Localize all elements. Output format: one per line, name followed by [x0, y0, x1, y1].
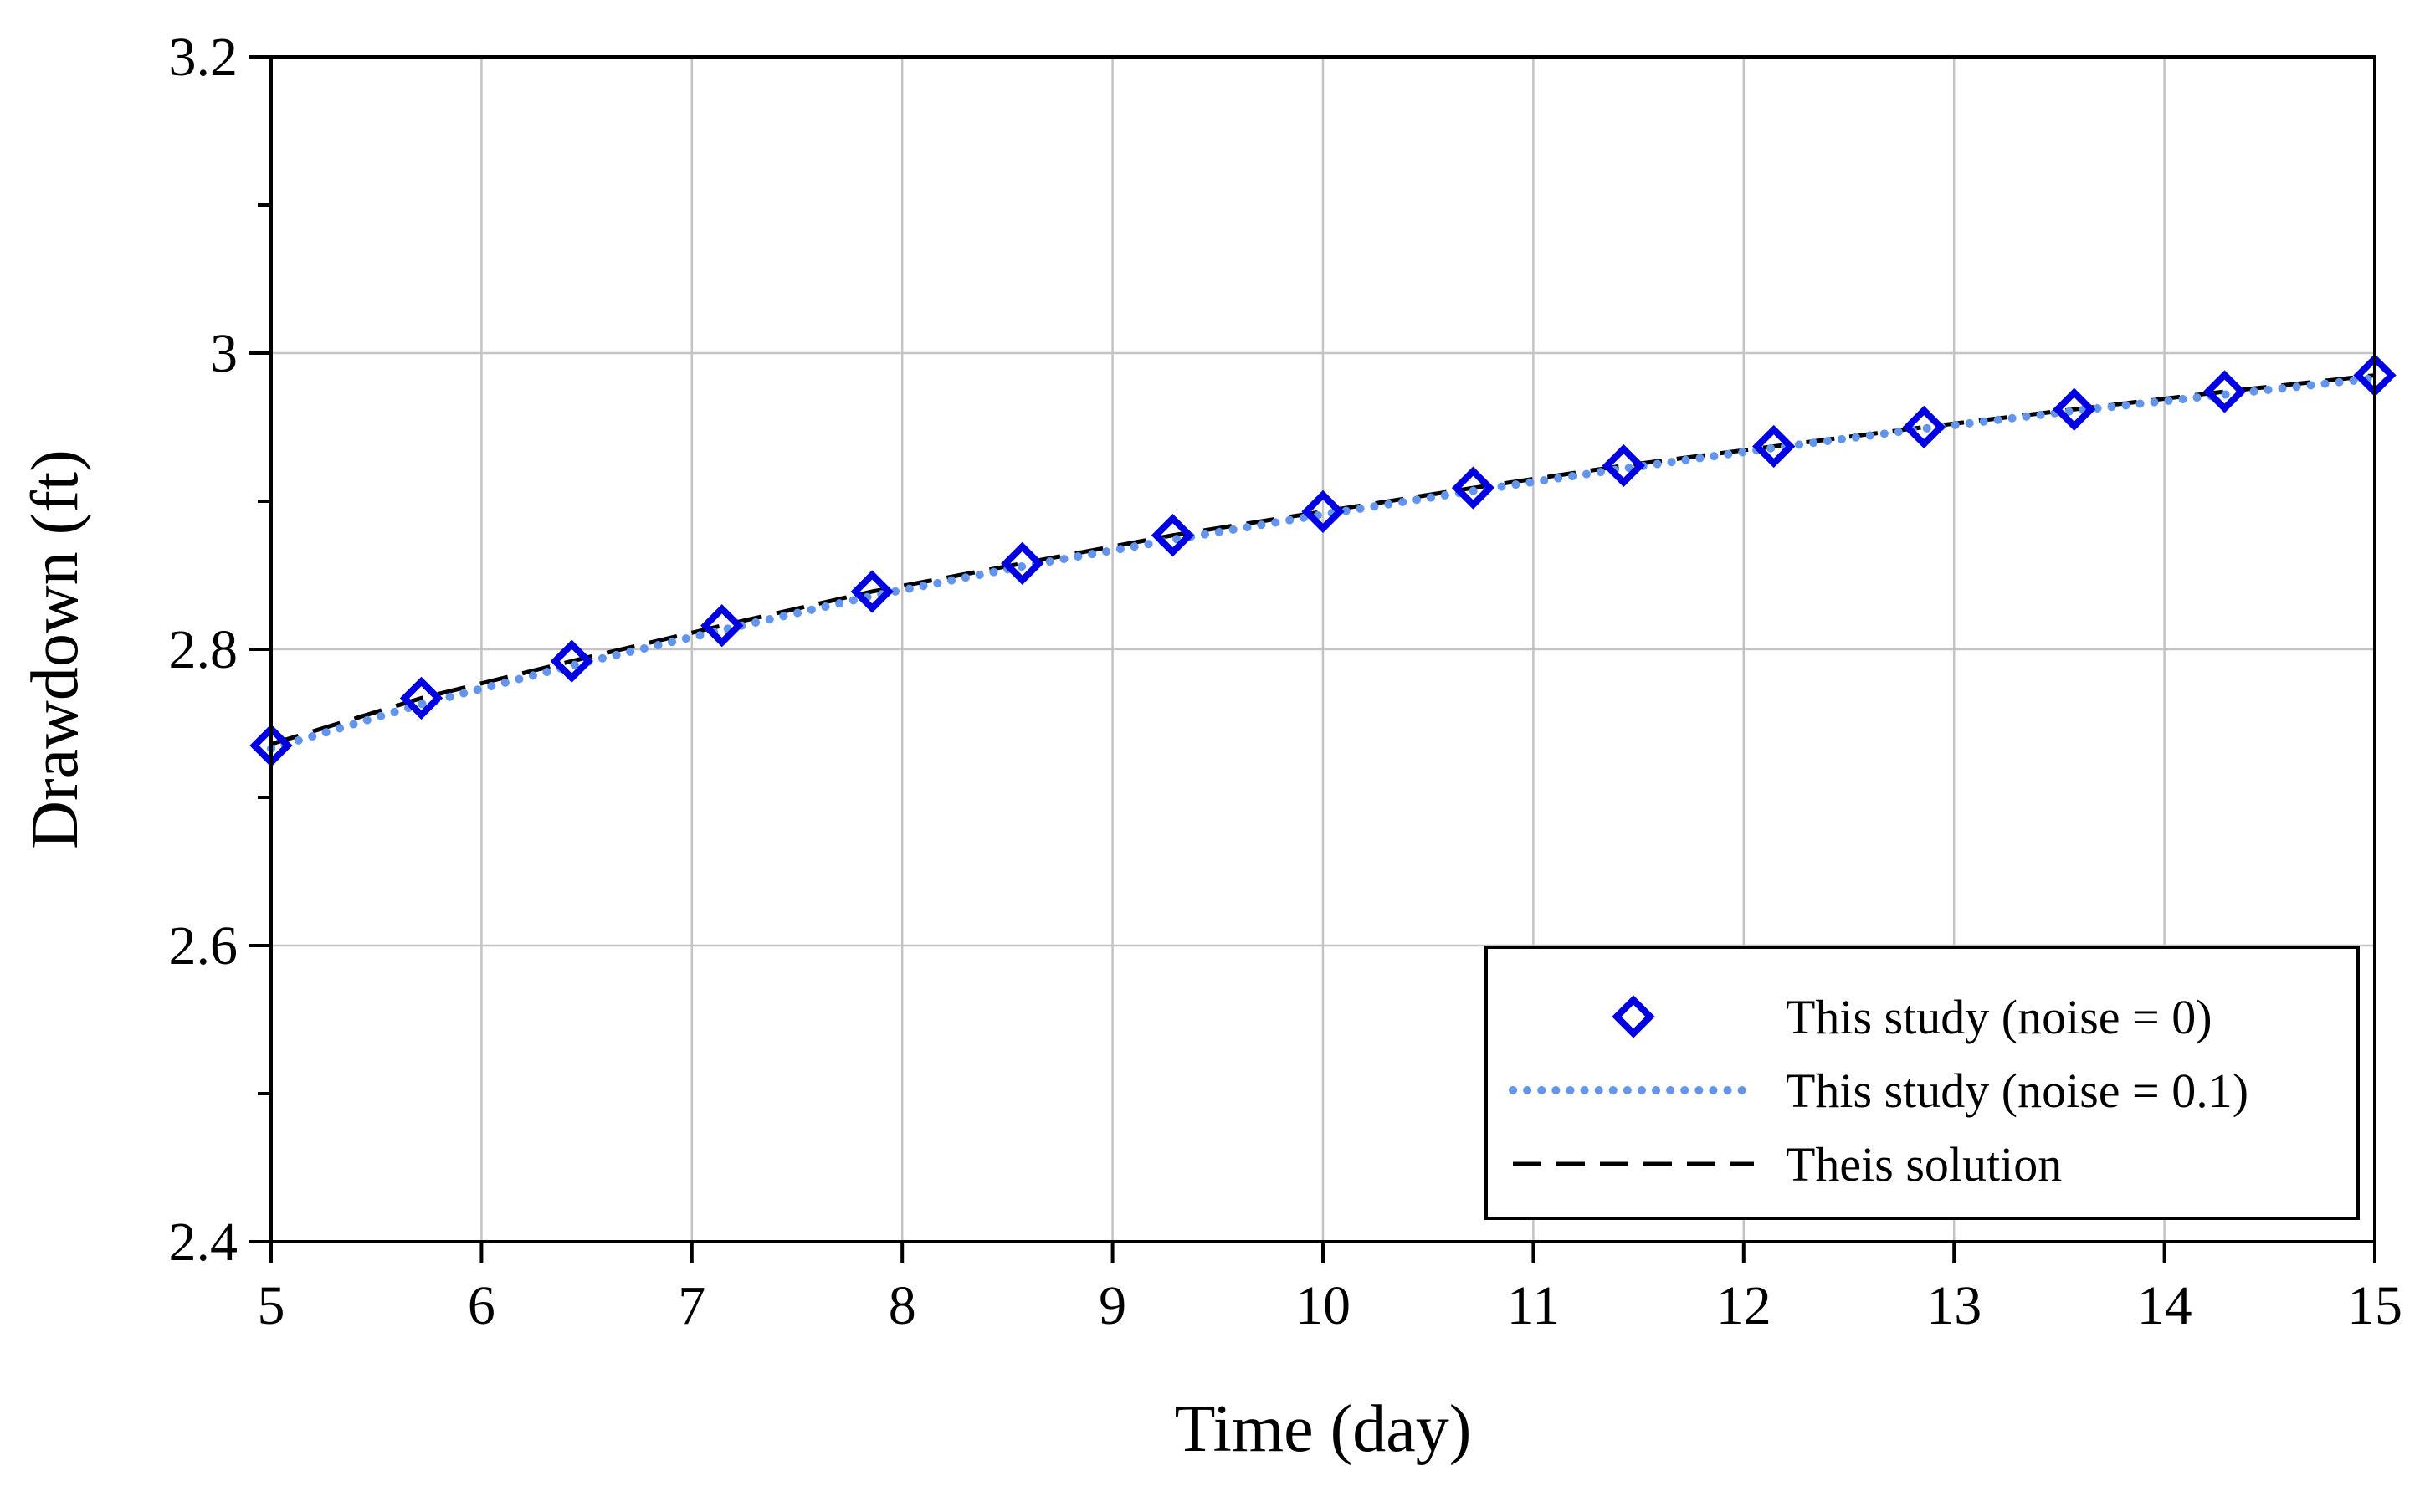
data-point-noise-0: [1902, 405, 1946, 449]
x-tick-label: 9: [1099, 1275, 1126, 1336]
legend-item-markers: This study (noise = 0): [1612, 990, 2212, 1044]
x-tick-label: 8: [889, 1275, 916, 1336]
data-point-noise-0: [2053, 387, 2096, 431]
y-axis-title: Drawdown (ft): [18, 449, 92, 849]
data-point-noise-0: [1151, 514, 1195, 557]
noise-0-1-line: [267, 374, 2379, 753]
data-point-noise-0: [1001, 541, 1044, 585]
x-tick-label: 14: [2137, 1275, 2192, 1336]
x-tick-label: 6: [468, 1275, 495, 1336]
y-tick-label: 2.4: [169, 1212, 238, 1273]
data-point-noise-0: [1602, 443, 1645, 488]
y-tick-label: 3.2: [169, 27, 238, 88]
data-point-noise-0: [399, 676, 443, 720]
legend-label-theis: Theis solution: [1786, 1137, 2062, 1192]
x-tick-label: 12: [1716, 1275, 1771, 1336]
axis-ticks: [249, 55, 2376, 1263]
data-point-noise-0: [1301, 489, 1345, 534]
y-tick-label: 3: [210, 323, 238, 384]
legend-label-noise-0-1: This study (noise = 0.1): [1786, 1064, 2248, 1118]
x-axis-title: Time (day): [1175, 1392, 1472, 1466]
legend-item-dashed: Theis solution: [1513, 1137, 2062, 1192]
x-tick-label: 11: [1507, 1275, 1561, 1336]
legend: This study (noise = 0) This study (noise…: [1484, 946, 2360, 1220]
data-point-noise-0: [2202, 370, 2247, 413]
x-tick-label: 5: [258, 1275, 285, 1336]
x-tick-label: 7: [678, 1275, 705, 1336]
x-tick-label: 15: [2347, 1275, 2402, 1336]
legend-symbol-diamond: [1612, 995, 1655, 1038]
data-point-noise-0: [850, 570, 894, 613]
legend-box: [1484, 946, 2360, 1220]
tick-labels: 5 6 7 8 9 10 11 12 13 14 15 2.4 2.6 2.8 3 3.2: [169, 27, 2403, 1336]
data-point-noise-0: [550, 639, 593, 683]
y-tick-label: 2.8: [169, 619, 238, 680]
data-point-noise-0: [700, 604, 744, 648]
x-tick-label: 13: [1926, 1275, 1982, 1336]
legend-label-noise-0: This study (noise = 0): [1786, 990, 2212, 1044]
data-point-noise-0: [1451, 466, 1495, 510]
legend-item-dotted: This study (noise = 0.1): [1509, 1064, 2248, 1118]
data-point-noise-0: [1752, 424, 1796, 469]
y-tick-label: 2.6: [169, 915, 238, 976]
x-tick-label: 10: [1295, 1275, 1351, 1336]
